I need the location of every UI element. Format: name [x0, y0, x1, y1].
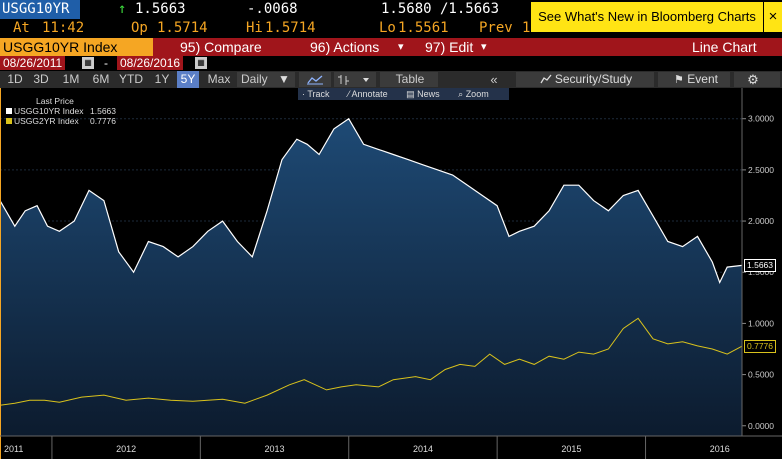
menu-bar: USGG10YR Index 95) Compare 96) Actions ▾…: [0, 38, 782, 56]
news-label: News: [417, 89, 440, 99]
legend-item-ten-year[interactable]: USGG10YR Index 1.5663: [6, 106, 116, 116]
net-change: -.0068: [247, 1, 298, 17]
period-ytd[interactable]: YTD: [119, 72, 143, 86]
annotate-tool[interactable]: ⁄ Annotate: [348, 89, 388, 99]
chart-tool-strip: · Track ⁄ Annotate ▤ News ⌕ Zoom: [298, 88, 509, 100]
x-axis: 2011 2012 2013 2014 2015 2016: [0, 435, 782, 459]
legend-title: Last Price: [36, 96, 74, 106]
open-value: 1.5714: [157, 20, 208, 36]
quote-row-1: USGG10YR ↑ 1.5663 -.0068 1.5680 /1.5663: [0, 0, 782, 19]
security-study-label: Security/Study: [554, 72, 633, 86]
zoom-tool[interactable]: ⌕ Zoom: [458, 89, 489, 99]
line-chart-icon: [307, 75, 323, 85]
actions-caret-icon[interactable]: ▾: [398, 41, 404, 53]
last-value-tag-ten-year: 1.5663: [744, 259, 776, 273]
y-tick-label: 1.0000: [748, 318, 774, 328]
price-chart[interactable]: 0.00000.50001.00001.50002.00002.50003.00…: [0, 88, 782, 459]
period-3d[interactable]: 3D: [33, 72, 49, 86]
y-tick-label: 3.0000: [748, 114, 774, 124]
period-1y[interactable]: 1Y: [154, 72, 170, 86]
x-tick-label: 2012: [116, 444, 136, 454]
period-max[interactable]: Max: [207, 72, 231, 86]
period-5y[interactable]: 5Y: [177, 71, 199, 88]
compare-menu[interactable]: 95) Compare: [180, 39, 262, 55]
bid-ask: 1.5680 /1.5663: [381, 1, 500, 17]
y-tick-label: 2.5000: [748, 165, 774, 175]
table-button-box[interactable]: [380, 72, 438, 87]
x-tick-label: 2015: [561, 444, 581, 454]
date-range-bar: 08/26/2011 ▦ - 08/26/2016 ▦: [0, 56, 782, 71]
period-1d[interactable]: 1D: [7, 72, 23, 86]
high-value: 1.5714: [265, 20, 316, 36]
legend-series-name: USGG10YR Index: [14, 106, 84, 116]
legend-swatch: [6, 108, 12, 114]
low-label: Lo: [379, 20, 396, 36]
ticker-symbol[interactable]: USGG10YR: [0, 0, 80, 19]
time-value: 11:42: [42, 20, 85, 36]
low-value: 1.5561: [398, 20, 449, 36]
chevron-down-icon[interactable]: ▼: [278, 72, 290, 86]
edit-caret-icon[interactable]: ▾: [481, 41, 487, 53]
track-tool[interactable]: · Track: [302, 89, 330, 99]
time-label: At: [13, 20, 30, 36]
date-separator: -: [104, 56, 108, 70]
calendar-icon[interactable]: ▦: [82, 57, 94, 69]
edit-menu[interactable]: 97) Edit: [425, 39, 474, 55]
x-tick-label: 2013: [265, 444, 285, 454]
event-button[interactable]: ⚑ Event: [668, 71, 724, 88]
start-date-field[interactable]: 08/26/2011: [0, 56, 66, 70]
collapse-icon[interactable]: «: [490, 72, 498, 87]
last-price: 1.5663: [135, 1, 186, 17]
chart-type-label[interactable]: Line Chart: [692, 39, 757, 55]
open-label: Op: [131, 20, 148, 36]
table-button[interactable]: Table: [395, 72, 425, 86]
annotate-label: Annotate: [351, 89, 388, 99]
period-1m[interactable]: 1M: [62, 72, 80, 86]
frequency-select-box[interactable]: [237, 72, 295, 87]
actions-menu[interactable]: 96) Actions: [310, 39, 380, 55]
y-tick-label: 0.5000: [748, 370, 774, 380]
bar-style-button[interactable]: [334, 72, 376, 87]
legend-item-two-year[interactable]: USGG2YR Index 0.7776: [6, 116, 116, 126]
chart-toolbar: 1D 3D 1M 6M YTD 1Y 5Y Max Daily ▼ Table …: [0, 71, 782, 88]
calendar-icon[interactable]: ▦: [195, 57, 207, 69]
event-label: Event: [687, 72, 718, 86]
ohlc-bars-icon: [338, 75, 369, 85]
last-value-tag-two-year: 0.7776: [744, 340, 776, 354]
legend-series-value: 1.5663: [90, 106, 116, 116]
whats-new-banner[interactable]: See What's New in Bloomberg Charts: [531, 2, 763, 32]
chart-area[interactable]: 0.00000.50001.00001.50002.00002.50003.00…: [0, 88, 782, 459]
period-6m[interactable]: 6M: [92, 72, 110, 86]
event-box[interactable]: [658, 72, 730, 87]
security-study-button[interactable]: Security/Study: [522, 71, 650, 88]
line-chart-button[interactable]: [299, 72, 331, 87]
two-year-series-line: [0, 317, 743, 406]
ten-year-series-line: [0, 117, 743, 285]
prev-label: Prev: [479, 20, 513, 36]
gear-icon[interactable]: ⚙: [747, 72, 759, 87]
close-icon[interactable]: ×: [764, 2, 782, 32]
settings-box[interactable]: [734, 72, 780, 87]
frequency-select[interactable]: Daily: [241, 72, 268, 86]
news-tool[interactable]: ▤ News: [406, 89, 440, 99]
legend-series-value: 0.7776: [90, 116, 116, 126]
zoom-label: Zoom: [465, 89, 489, 99]
y-tick-label: 2.0000: [748, 216, 774, 226]
y-tick-label: 0.0000: [748, 421, 774, 431]
x-tick-label: 2014: [413, 444, 433, 454]
security-name[interactable]: USGG10YR Index: [0, 38, 153, 56]
ten-year-area-fill: [0, 118, 742, 436]
end-date-field[interactable]: 08/26/2016: [117, 56, 184, 70]
legend-series-name: USGG2YR Index: [14, 116, 79, 126]
x-tick-label: 2011: [4, 444, 23, 454]
up-arrow-icon: ↑: [118, 1, 127, 17]
x-tick-label: 2016: [710, 444, 730, 454]
flag-icon: ⚑: [674, 74, 684, 86]
legend-swatch: [6, 118, 12, 124]
track-label: Track: [307, 89, 330, 99]
chart-legend: Last Price USGG10YR Index 1.5663 USGG2YR…: [6, 96, 116, 126]
study-icon: [540, 74, 552, 84]
high-label: Hi: [246, 20, 263, 36]
